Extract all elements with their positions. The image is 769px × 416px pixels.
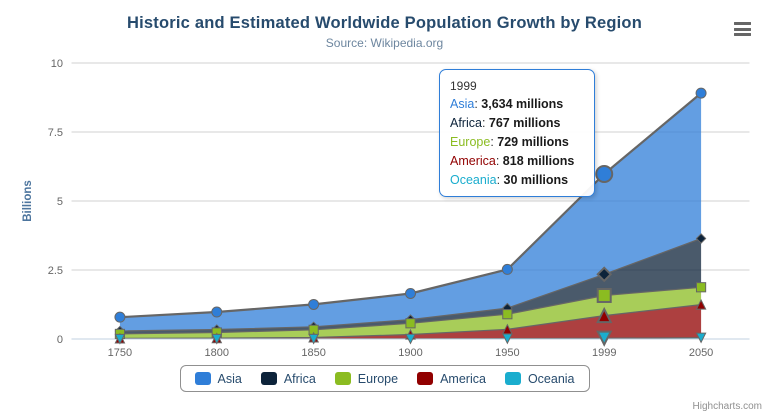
y-tick-label: 5 <box>57 196 63 208</box>
legend-item-europe[interactable]: Europe <box>334 371 399 386</box>
marker-oceania-1750[interactable] <box>114 333 126 345</box>
legend-item-asia[interactable]: Asia <box>194 371 242 386</box>
x-tick-label: 1800 <box>205 347 229 359</box>
marker-oceania-2050[interactable] <box>695 332 707 344</box>
chart-title: Historic and Estimated Worldwide Populat… <box>127 14 642 32</box>
y-axis-title: Billions <box>22 180 34 222</box>
x-tick-label: 2050 <box>689 347 713 359</box>
legend-swatch-icon <box>334 372 351 385</box>
credits-link[interactable]: Highcharts.com <box>692 401 762 412</box>
legend-item-america[interactable]: America <box>417 372 486 386</box>
y-tick-label: 7.5 <box>48 127 63 139</box>
marker-oceania-1800[interactable] <box>211 333 223 345</box>
area-asia[interactable] <box>119 93 702 331</box>
marker-europe-1999[interactable] <box>596 287 612 303</box>
marker-oceania-1900[interactable] <box>405 333 416 345</box>
hamburger-icon <box>734 33 751 36</box>
hamburger-icon <box>734 22 751 25</box>
marker-europe-1950[interactable] <box>502 309 513 320</box>
marker-asia-1800[interactable] <box>211 306 223 318</box>
marker-asia-2050[interactable] <box>695 87 707 99</box>
marker-asia-1900[interactable] <box>405 287 416 299</box>
x-tick-label: 1950 <box>495 347 519 359</box>
marker-europe-1900[interactable] <box>405 318 416 329</box>
export-menu-button[interactable] <box>732 20 754 38</box>
marker-asia-1950[interactable] <box>501 263 513 275</box>
marker-africa-1999[interactable] <box>596 266 613 283</box>
marker-asia-1850[interactable] <box>308 298 320 310</box>
legend-label: Oceania <box>527 371 575 386</box>
chart-subtitle: Source: Wikipedia.org <box>325 36 444 50</box>
legend-swatch-icon <box>417 372 434 385</box>
x-tick-label: 1999 <box>592 347 616 359</box>
legend-label: Europe <box>357 371 399 386</box>
marker-asia-1999[interactable] <box>595 165 614 184</box>
hamburger-icon <box>734 27 751 31</box>
area-africa[interactable] <box>119 238 702 334</box>
legend: Asia Africa Europe America Oceania <box>179 365 590 392</box>
marker-africa-2050[interactable] <box>695 233 707 244</box>
legend-swatch-icon <box>260 372 277 385</box>
marker-oceania-1950[interactable] <box>501 333 513 345</box>
legend-swatch-icon <box>194 372 211 385</box>
y-tick-label: 10 <box>51 58 63 70</box>
legend-item-oceania[interactable]: Oceania <box>504 371 575 386</box>
y-tick-label: 2.5 <box>48 265 63 277</box>
marker-oceania-1850[interactable] <box>308 333 320 345</box>
x-tick-label: 1900 <box>398 347 422 359</box>
y-tick-label: 0 <box>57 334 63 346</box>
marker-america-2050[interactable] <box>695 298 707 310</box>
marker-oceania-1999[interactable] <box>596 330 613 347</box>
marker-america-1999[interactable] <box>596 306 613 324</box>
legend-swatch-icon <box>504 372 521 385</box>
marker-asia-1750[interactable] <box>114 311 126 323</box>
marker-europe-2050[interactable] <box>695 282 707 293</box>
x-tick-label: 1850 <box>301 347 325 359</box>
legend-label: Africa <box>283 371 316 386</box>
legend-label: Asia <box>217 371 242 386</box>
legend-label: America <box>440 371 486 386</box>
legend-item-africa[interactable]: Africa <box>260 371 316 386</box>
area-america[interactable] <box>119 304 702 339</box>
x-tick-label: 1750 <box>108 347 132 359</box>
